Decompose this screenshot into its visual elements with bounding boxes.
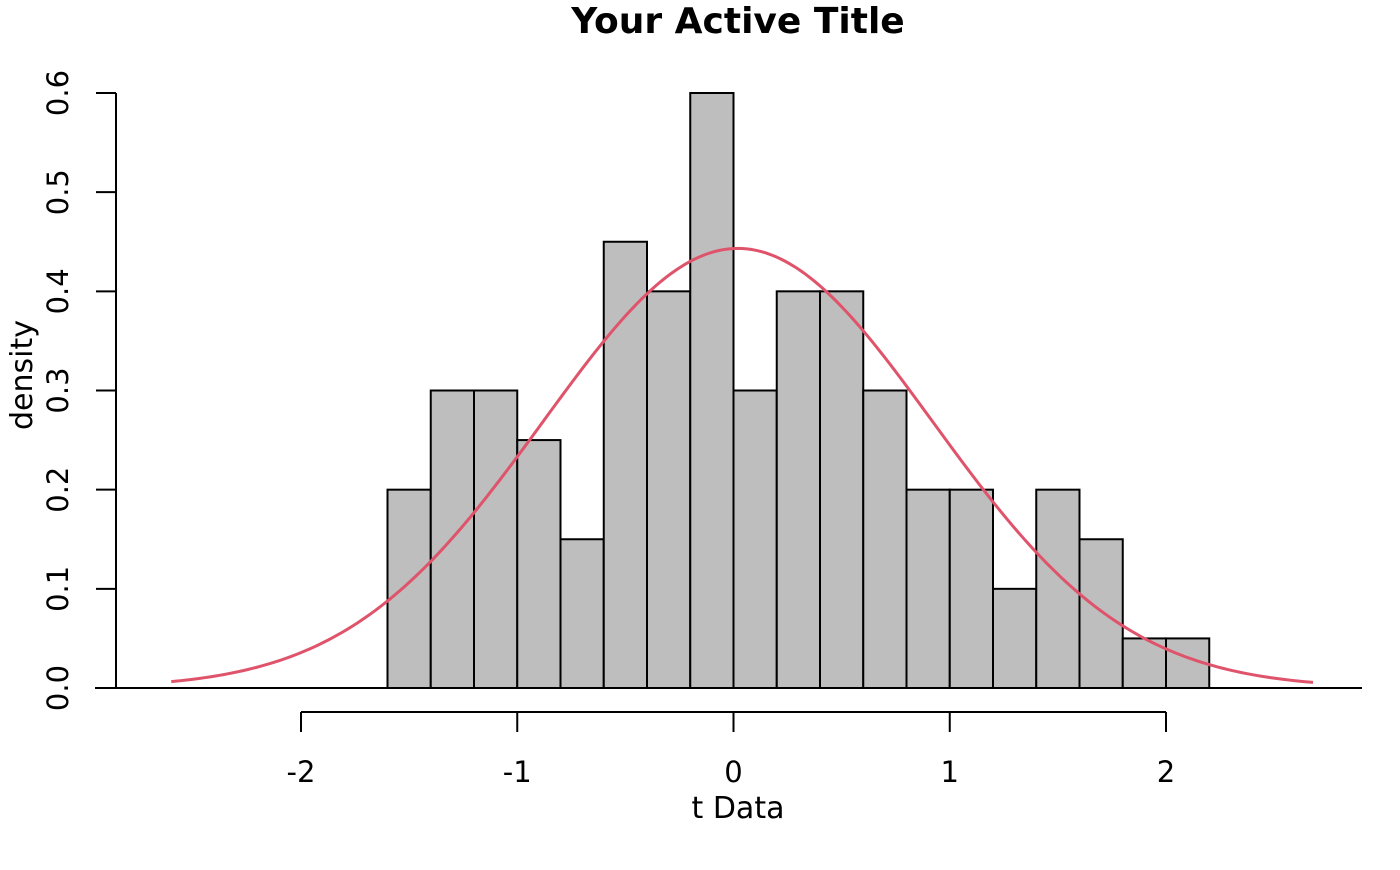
y-tick-label: 0.6 — [41, 70, 75, 116]
histogram-bar — [819, 290, 865, 689]
x-tick-label: 1 — [941, 755, 959, 789]
histogram-bar — [689, 92, 735, 689]
x-tick-label: 0 — [724, 755, 742, 789]
x-tick-label: -2 — [287, 755, 316, 789]
histogram-bar — [862, 389, 908, 689]
histogram-bar — [386, 488, 432, 689]
y-tick-label: 0.4 — [41, 268, 75, 314]
histogram-bar — [1078, 538, 1124, 689]
x-axis: -2 -1 0 1 2 — [287, 711, 1175, 789]
curve-layer — [171, 246, 1314, 684]
histogram-bar — [516, 439, 562, 690]
x-tick-label: 2 — [1157, 755, 1175, 789]
histogram-bar — [646, 290, 692, 689]
histogram-bar — [905, 488, 951, 689]
y-tick-label: 0.1 — [41, 566, 75, 612]
histogram-bar — [602, 240, 648, 689]
x-tick-label: -1 — [503, 755, 532, 789]
histogram-bar — [559, 538, 605, 689]
histogram-bar — [775, 290, 821, 689]
y-axis: 0.0 0.1 0.2 0.3 0.4 0.5 0.6 — [41, 70, 117, 711]
histogram-bar — [1035, 488, 1081, 689]
histogram-bar — [992, 587, 1038, 689]
y-tick-label: 0.3 — [41, 367, 75, 413]
density-curve — [171, 246, 1314, 684]
y-tick-label: 0.2 — [41, 467, 75, 513]
chart-title: Your Active Title — [570, 1, 904, 42]
y-tick-label: 0.5 — [41, 169, 75, 215]
y-tick-label: 0.0 — [41, 665, 75, 711]
histogram-bar — [948, 488, 994, 689]
y-axis-label: density — [5, 320, 40, 430]
x-axis-label: t Data — [692, 791, 785, 826]
histogram-bar — [732, 389, 778, 689]
histogram-bar — [473, 389, 519, 689]
